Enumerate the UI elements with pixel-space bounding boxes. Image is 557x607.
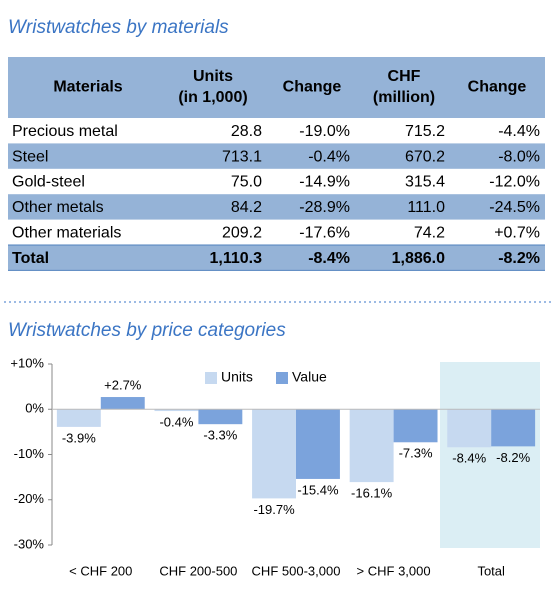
x-tick-label: CHF 200-500 bbox=[159, 563, 237, 578]
row-bg bbox=[8, 194, 545, 220]
cell: 713.1 bbox=[222, 148, 262, 165]
cell: Total bbox=[12, 250, 49, 267]
legend-label: Value bbox=[292, 369, 327, 385]
bar bbox=[100, 397, 145, 410]
cell: -4.4% bbox=[498, 123, 540, 140]
cell: -0.4% bbox=[308, 148, 350, 165]
x-tick-label: < CHF 200 bbox=[69, 563, 132, 578]
value-label: -7.3% bbox=[399, 446, 433, 461]
value-label: -3.9% bbox=[62, 430, 96, 445]
y-tick-label: -10% bbox=[14, 446, 45, 461]
cell: 74.2 bbox=[414, 225, 445, 242]
value-label: -8.2% bbox=[496, 450, 530, 465]
cell: 670.2 bbox=[405, 148, 445, 165]
value-label: +2.7% bbox=[104, 377, 142, 392]
bar bbox=[252, 409, 296, 499]
y-tick-label: 0% bbox=[25, 401, 44, 416]
legend-label: Units bbox=[221, 369, 253, 385]
cell: -14.9% bbox=[299, 174, 350, 191]
cell: 84.2 bbox=[231, 199, 262, 216]
total-highlight bbox=[440, 362, 540, 548]
cell: -19.0% bbox=[299, 123, 350, 140]
cell: 1,110.3 bbox=[210, 250, 263, 267]
header-cell: Materials bbox=[53, 79, 122, 96]
bar bbox=[198, 409, 243, 425]
cell: -8.0% bbox=[498, 148, 540, 165]
cell: Precious metal bbox=[12, 123, 118, 140]
cell: -8.4% bbox=[308, 250, 350, 267]
value-label: -0.4% bbox=[159, 414, 193, 429]
legend-swatch bbox=[205, 372, 217, 384]
chart-title: Wristwatches by price categories bbox=[8, 320, 286, 341]
cell: -12.0% bbox=[489, 174, 540, 191]
cell: +0.7% bbox=[494, 225, 540, 242]
cell: 715.2 bbox=[405, 123, 445, 140]
y-tick-label: -20% bbox=[14, 491, 45, 506]
header-cell: (million) bbox=[373, 89, 435, 106]
x-tick-label: Total bbox=[477, 563, 505, 578]
cell: -8.2% bbox=[498, 250, 540, 267]
table: Materials Units (in 1,000) Change CHF (millio… bbox=[8, 57, 545, 271]
row-bg bbox=[8, 143, 545, 169]
x-tick-label: CHF 500-3,000 bbox=[252, 563, 341, 578]
value-label: -3.3% bbox=[203, 428, 237, 443]
bar bbox=[447, 409, 492, 448]
chart: +10% 0% -10% -20% -30% < CHF 200 -3.9% +2.7% CHF… bbox=[10, 355, 540, 578]
bar bbox=[393, 409, 438, 443]
header-cell: CHF bbox=[388, 68, 421, 85]
header-cell: Change bbox=[283, 79, 342, 96]
bar bbox=[56, 409, 101, 427]
bar bbox=[491, 409, 536, 447]
legend-swatch bbox=[276, 372, 288, 384]
cell: Other materials bbox=[12, 225, 121, 242]
value-label: -8.4% bbox=[452, 451, 486, 466]
bar bbox=[296, 409, 340, 479]
cell: Gold-steel bbox=[12, 174, 85, 191]
table-title: Wristwatches by materials bbox=[8, 17, 229, 38]
value-label: -19.7% bbox=[253, 502, 295, 517]
value-label: -16.1% bbox=[351, 486, 393, 501]
cell: 1,886.0 bbox=[392, 250, 445, 267]
cell: Steel bbox=[12, 148, 48, 165]
cell: 209.2 bbox=[222, 225, 262, 242]
bar bbox=[349, 409, 394, 483]
cell: 75.0 bbox=[231, 174, 262, 191]
header-cell: (in 1,000) bbox=[178, 89, 247, 106]
bar bbox=[154, 409, 199, 412]
cell: 111.0 bbox=[407, 199, 445, 216]
y-tick-label: -30% bbox=[14, 536, 45, 551]
cell: -28.9% bbox=[299, 199, 350, 216]
cell: 28.8 bbox=[231, 123, 262, 140]
cell: -24.5% bbox=[489, 199, 540, 216]
cell: Other metals bbox=[12, 199, 104, 216]
row-bg bbox=[8, 245, 545, 271]
header-cell: Change bbox=[468, 79, 527, 96]
header-cell: Units bbox=[193, 68, 233, 85]
x-tick-label: > CHF 3,000 bbox=[357, 563, 431, 578]
cell: -17.6% bbox=[299, 225, 350, 242]
y-tick-label: +10% bbox=[10, 355, 44, 370]
cell: 315.4 bbox=[405, 174, 445, 191]
value-label: -15.4% bbox=[297, 482, 339, 497]
header-bg bbox=[8, 57, 545, 118]
